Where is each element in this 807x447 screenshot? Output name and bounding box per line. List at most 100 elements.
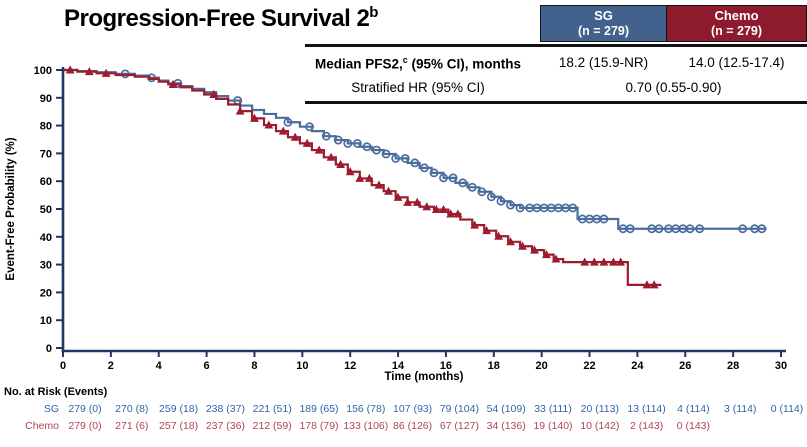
censor-marker-triangle-chemo [302, 138, 312, 147]
risk-value: 13 (114) [627, 403, 666, 415]
y-tick-label: 0 [46, 343, 52, 355]
x-tick-label: 2 [108, 360, 114, 372]
y-tick-label: 20 [40, 287, 52, 299]
x-tick-label: 14 [392, 360, 405, 372]
censor-marker-circle-sg [439, 173, 448, 183]
x-tick-label: 6 [204, 360, 210, 372]
median-pfs2-label-sup: c [402, 55, 408, 65]
censor-marker-triangle-chemo [101, 68, 111, 77]
censor-marker-circle-sg [568, 203, 578, 213]
censor-marker-triangle-chemo [551, 254, 561, 263]
y-tick-label: 80 [40, 121, 52, 133]
risk-value: 3 (114) [723, 403, 757, 415]
censor-marker-circle-sg [362, 142, 372, 152]
censor-marker-triangle-chemo [446, 209, 456, 218]
censor-marker-triangle-chemo [235, 106, 245, 115]
chemo-arm-n: (n = 279) [710, 23, 763, 38]
risk-value: 79 (104) [439, 403, 479, 415]
risk-value: 33 (111) [534, 403, 572, 415]
censor-marker-circle-sg [486, 192, 496, 202]
censor-marker-circle-sg [625, 224, 635, 234]
risk-value: 212 (59) [252, 420, 292, 432]
risk-value: 279 (0) [68, 403, 102, 415]
censor-marker-triangle-chemo [589, 257, 599, 266]
censor-marker-circle-sg [429, 168, 439, 178]
sg-arm-header-box: SG (n = 279) [540, 5, 667, 42]
censor-marker-triangle-chemo [393, 192, 403, 201]
risk-value: 237 (36) [205, 420, 245, 432]
stats-table-bottom-rule [305, 101, 807, 104]
sg-arm-n: (n = 279) [577, 23, 630, 38]
censor-marker-triangle-chemo [506, 237, 515, 246]
x-tick-label: 22 [583, 360, 595, 372]
censor-marker-triangle-chemo [412, 197, 422, 206]
censor-marker-triangle-chemo [364, 173, 374, 182]
censor-marker-triangle-chemo [168, 79, 178, 88]
risk-row-sg: SG 279 (0) 270 (8) 259 (18) 238 (37) 221 (51… [0, 403, 807, 417]
risk-value: 2 (143) [629, 420, 664, 432]
censor-marker-circle-sg [305, 122, 314, 132]
censor-marker-triangle-chemo [374, 180, 384, 189]
y-tick-label: 40 [40, 232, 52, 244]
censor-marker-circle-sg [372, 145, 381, 155]
risk-value: 178 (79) [299, 420, 339, 432]
censor-marker-circle-sg [400, 153, 410, 163]
risk-value: 54 (109) [486, 403, 526, 415]
risk-table-title: No. at Risk (Events) [4, 386, 108, 398]
censor-marker-circle-sg [599, 214, 609, 224]
censor-marker-circle-sg [506, 200, 515, 210]
y-tick-label: 30 [40, 260, 52, 272]
censor-marker-triangle-chemo [355, 173, 365, 182]
censor-marker-triangle-chemo [482, 226, 492, 235]
page-title-superscript: b [369, 4, 378, 21]
risk-value: 20 (113) [580, 403, 619, 415]
risk-value: 270 (8) [115, 403, 149, 415]
censor-marker-circle-sg [738, 224, 748, 234]
censor-marker-circle-sg [381, 149, 391, 159]
risk-value: 10 (142) [580, 420, 620, 432]
censor-marker-triangle-chemo [642, 280, 652, 289]
x-tick-label: 4 [156, 360, 163, 372]
censor-marker-circle-sg [333, 135, 343, 145]
x-tick-label: 10 [296, 360, 308, 372]
stratified-hr-value: 0.70 (0.55-0.90) [625, 80, 722, 95]
risk-value: 67 (127) [439, 420, 479, 432]
x-tick-label: 28 [727, 360, 739, 372]
censor-marker-triangle-chemo [314, 145, 324, 154]
risk-value: 259 (18) [159, 403, 199, 415]
y-tick-label: 60 [40, 176, 52, 188]
censor-marker-circle-sg [654, 224, 664, 234]
risk-row-chemo-label: Chemo [25, 420, 59, 432]
censor-marker-triangle-chemo [649, 280, 659, 289]
x-tick-label: 18 [488, 360, 500, 372]
risk-value: 221 (51) [252, 403, 292, 415]
censor-marker-circle-sg [477, 187, 487, 197]
risk-value: 133 (106) [343, 420, 389, 432]
risk-value: 19 (140) [533, 420, 573, 432]
y-tick-label: 10 [40, 315, 52, 327]
censor-marker-triangle-chemo [84, 67, 94, 76]
stratified-hr-label: Stratified HR (95% CI) [351, 80, 485, 95]
censor-marker-circle-sg [343, 138, 353, 148]
censor-marker-triangle-chemo [518, 241, 527, 250]
x-axis-title: Time (months) [384, 371, 463, 383]
median-pfs2-chemo-value: 14.0 (12.5-17.4) [688, 55, 785, 70]
x-tick-label: 8 [251, 360, 257, 372]
censor-marker-circle-sg [467, 182, 477, 192]
x-tick-label: 0 [60, 360, 66, 372]
median-pfs2-label-main: Median PFS2, [314, 56, 403, 72]
risk-row-chemo: Chemo 279 (0) 271 (6) 257 (18) 237 (36) 212 … [0, 420, 807, 434]
censor-marker-triangle-chemo [65, 65, 75, 74]
risk-value: 156 (78) [346, 403, 386, 415]
x-tick-label: 26 [679, 360, 691, 372]
censor-marker-circle-sg [695, 224, 705, 234]
censor-marker-triangle-chemo [384, 186, 393, 195]
chemo-arm-header-box: Chemo (n = 279) [666, 5, 807, 42]
y-tick-label: 100 [34, 65, 52, 77]
censor-marker-circle-sg [458, 178, 468, 188]
x-tick-label: 30 [775, 360, 787, 372]
censor-marker-triangle-chemo [431, 204, 441, 214]
censor-marker-triangle-chemo [336, 159, 346, 169]
risk-value: 0 (114) [770, 403, 804, 415]
